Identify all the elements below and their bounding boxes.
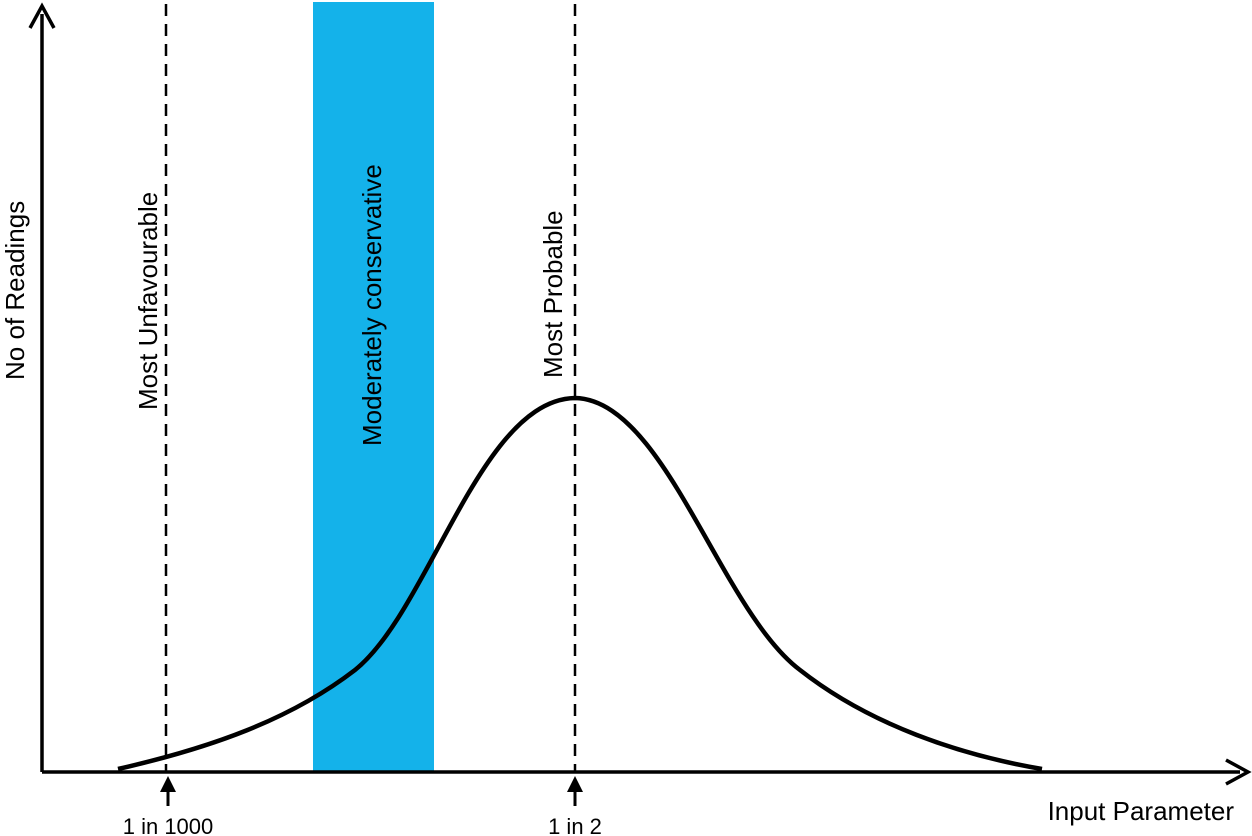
- y-axis-title: No of Readings: [0, 201, 30, 380]
- y-axis-arrowhead: [28, 2, 56, 29]
- most-unfavourable-label: Most Unfavourable: [133, 192, 163, 410]
- distribution-curve: [117, 395, 1043, 772]
- most-probable-tick-label: 1 in 2: [548, 814, 602, 836]
- x-axis-title: Input Parameter: [1048, 796, 1235, 826]
- band-label: Moderately conservative: [357, 164, 387, 446]
- x-axis-arrowhead: [1225, 758, 1252, 786]
- most-probable-label: Most Probable: [538, 210, 568, 378]
- most-unfavourable-tick-label: 1 in 1000: [123, 814, 214, 836]
- most-probable-tick-arrow: [567, 776, 583, 806]
- most-unfavourable-tick-arrow: [160, 776, 176, 806]
- moderately-conservative-band: [313, 2, 434, 771]
